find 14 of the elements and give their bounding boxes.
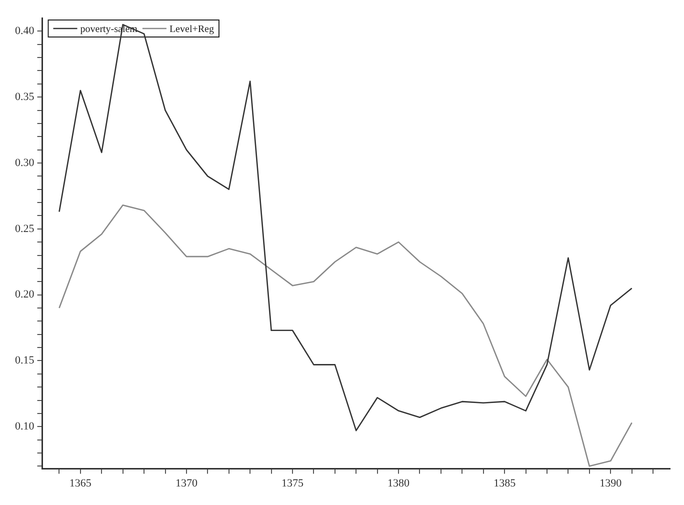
y-tick-label: 0.20 <box>15 288 35 301</box>
x-tick-label: 1375 <box>282 477 304 490</box>
y-tick-label: 0.30 <box>15 156 35 169</box>
legend-label: Level+Reg <box>169 24 214 36</box>
y-tick-label: 0.40 <box>15 25 35 38</box>
x-tick-label: 1380 <box>388 477 410 490</box>
x-tick-label: 1370 <box>175 477 198 490</box>
y-tick-label: 0.10 <box>15 420 35 433</box>
y-tick-label: 0.35 <box>15 90 35 103</box>
y-tick-label: 0.25 <box>15 222 35 235</box>
y-tick-label: 0.15 <box>15 354 35 367</box>
x-tick-label: 1390 <box>600 477 622 490</box>
x-tick-label: 1385 <box>494 477 516 490</box>
x-tick-label: 1365 <box>69 477 92 490</box>
